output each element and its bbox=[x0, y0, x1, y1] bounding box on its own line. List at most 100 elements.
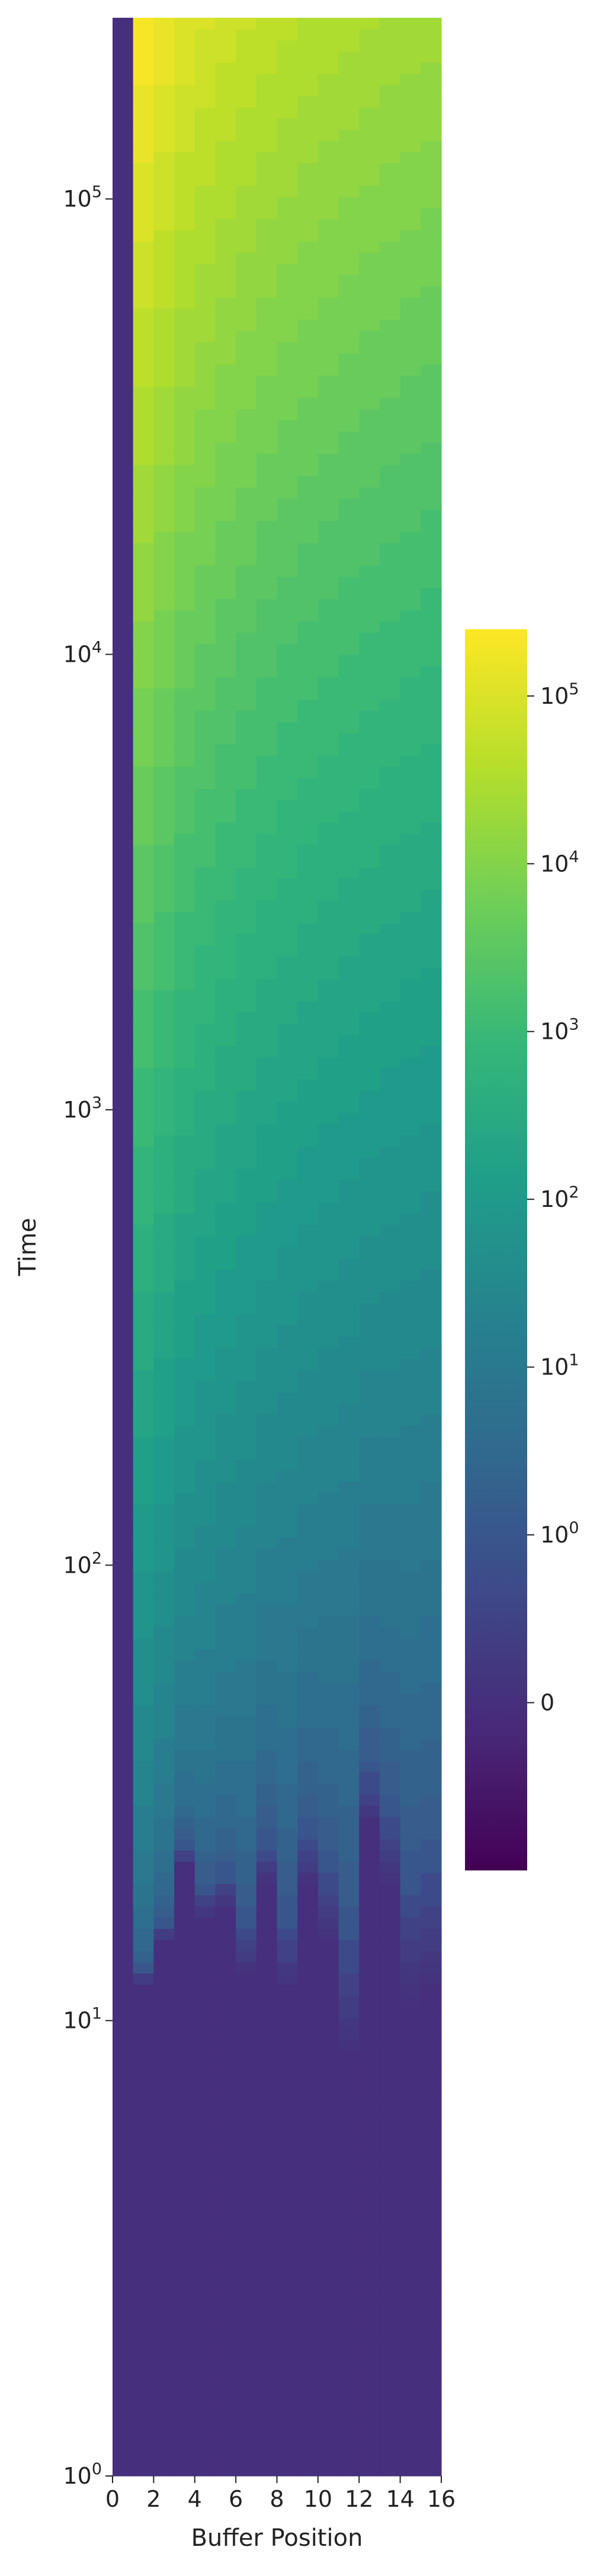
heatmap-cell bbox=[174, 2018, 195, 2030]
heatmap-cell bbox=[379, 889, 401, 901]
heatmap-cell bbox=[359, 643, 380, 655]
heatmap-cell bbox=[113, 163, 134, 175]
heatmap-cell bbox=[174, 1313, 195, 1326]
heatmap-cell bbox=[421, 1313, 442, 1326]
heatmap-cell bbox=[277, 2286, 298, 2298]
heatmap-cell bbox=[359, 777, 380, 790]
heatmap-cell bbox=[317, 554, 339, 566]
heatmap-cell bbox=[194, 386, 216, 398]
heatmap-cell bbox=[113, 2330, 134, 2343]
heatmap-cell bbox=[297, 118, 319, 130]
heatmap-cell bbox=[113, 1660, 134, 1672]
heatmap-cell bbox=[256, 2431, 278, 2443]
heatmap-cell bbox=[133, 386, 154, 398]
heatmap-cell bbox=[400, 1180, 421, 1192]
heatmap-cell bbox=[215, 1437, 236, 1448]
heatmap-cell bbox=[133, 1828, 154, 1840]
heatmap-cell bbox=[338, 2353, 360, 2365]
heatmap-cell bbox=[379, 1895, 401, 1907]
heatmap-cell bbox=[113, 364, 134, 376]
heatmap-cell bbox=[338, 900, 360, 912]
heatmap-cell bbox=[113, 330, 134, 343]
heatmap-cell bbox=[215, 1950, 236, 1963]
heatmap-cell bbox=[113, 2140, 134, 2153]
heatmap-cell bbox=[277, 710, 298, 722]
heatmap-cell bbox=[256, 2185, 278, 2197]
heatmap-cell bbox=[421, 788, 442, 801]
heatmap-cell bbox=[215, 2241, 236, 2253]
heatmap-cell bbox=[153, 1235, 175, 1248]
heatmap-cell bbox=[236, 1895, 257, 1907]
heatmap-cell bbox=[277, 96, 298, 108]
heatmap-cell bbox=[113, 453, 134, 465]
heatmap-cell bbox=[194, 1313, 216, 1326]
heatmap-cell bbox=[317, 1146, 339, 1158]
heatmap-cell bbox=[133, 1448, 154, 1460]
heatmap-cell bbox=[153, 777, 175, 790]
heatmap-cell bbox=[277, 2364, 298, 2376]
heatmap-cell bbox=[174, 2197, 195, 2208]
heatmap-cell bbox=[194, 230, 216, 242]
heatmap-cell bbox=[297, 1180, 319, 1192]
heatmap-cell bbox=[400, 744, 421, 756]
heatmap-cell bbox=[277, 2140, 298, 2153]
heatmap-cell bbox=[236, 844, 257, 856]
heatmap-cell bbox=[359, 1649, 380, 1661]
heatmap-cell bbox=[277, 2353, 298, 2365]
heatmap-cell bbox=[277, 386, 298, 398]
heatmap-cell bbox=[113, 1950, 134, 1963]
heatmap-cell bbox=[379, 252, 401, 264]
heatmap-cell bbox=[359, 598, 380, 611]
heatmap-cell bbox=[338, 431, 360, 443]
heatmap-cell bbox=[133, 1973, 154, 1985]
heatmap-cell bbox=[153, 2018, 175, 2030]
heatmap-cell bbox=[379, 1950, 401, 1963]
heatmap-cell bbox=[297, 2263, 319, 2275]
heatmap-cell bbox=[421, 364, 442, 376]
heatmap-cell bbox=[421, 51, 442, 63]
heatmap-cell bbox=[194, 2275, 216, 2287]
heatmap-cell bbox=[379, 2197, 401, 2208]
heatmap-cell bbox=[297, 1638, 319, 1650]
heatmap-cell bbox=[194, 978, 216, 990]
heatmap-cell bbox=[400, 40, 421, 52]
heatmap-cell bbox=[421, 342, 442, 353]
heatmap-cell bbox=[174, 2297, 195, 2309]
heatmap-cell bbox=[297, 844, 319, 856]
heatmap-cell bbox=[277, 2330, 298, 2343]
heatmap-cell bbox=[359, 1045, 380, 1058]
heatmap-cell bbox=[421, 1437, 442, 1448]
heatmap-cell bbox=[113, 420, 134, 432]
heatmap-cell bbox=[359, 18, 380, 30]
heatmap-cell bbox=[400, 1202, 421, 1214]
heatmap-cell bbox=[297, 207, 319, 220]
heatmap-cell bbox=[215, 2375, 236, 2387]
heatmap-cell bbox=[133, 1425, 154, 1438]
heatmap-cell bbox=[236, 1302, 257, 1315]
heatmap-cell bbox=[338, 207, 360, 220]
heatmap-cell bbox=[174, 2465, 195, 2477]
heatmap-cell bbox=[113, 2107, 134, 2119]
heatmap-cell bbox=[297, 2129, 319, 2142]
heatmap-cell bbox=[194, 532, 216, 543]
heatmap-cell bbox=[194, 2218, 216, 2231]
heatmap-cell bbox=[113, 107, 134, 119]
heatmap-cell bbox=[174, 1180, 195, 1192]
heatmap-cell bbox=[236, 18, 257, 30]
heatmap-cell bbox=[297, 800, 319, 812]
heatmap-cell bbox=[256, 2096, 278, 2108]
heatmap-cell bbox=[174, 855, 195, 868]
heatmap-cell bbox=[421, 1023, 442, 1035]
heatmap-cell bbox=[400, 2442, 421, 2454]
heatmap-cell bbox=[236, 1425, 257, 1438]
heatmap-cell bbox=[400, 1023, 421, 1035]
heatmap-cell bbox=[174, 2442, 195, 2454]
heatmap-cell bbox=[317, 576, 339, 588]
heatmap-cell bbox=[215, 1861, 236, 1873]
heatmap-cell bbox=[153, 2152, 175, 2164]
heatmap-cell bbox=[317, 1537, 339, 1549]
heatmap-cell bbox=[421, 1302, 442, 1315]
heatmap-cell bbox=[359, 2118, 380, 2130]
heatmap-cell bbox=[236, 1593, 257, 1605]
colorbar-tick-label: 0 bbox=[540, 1690, 554, 1716]
